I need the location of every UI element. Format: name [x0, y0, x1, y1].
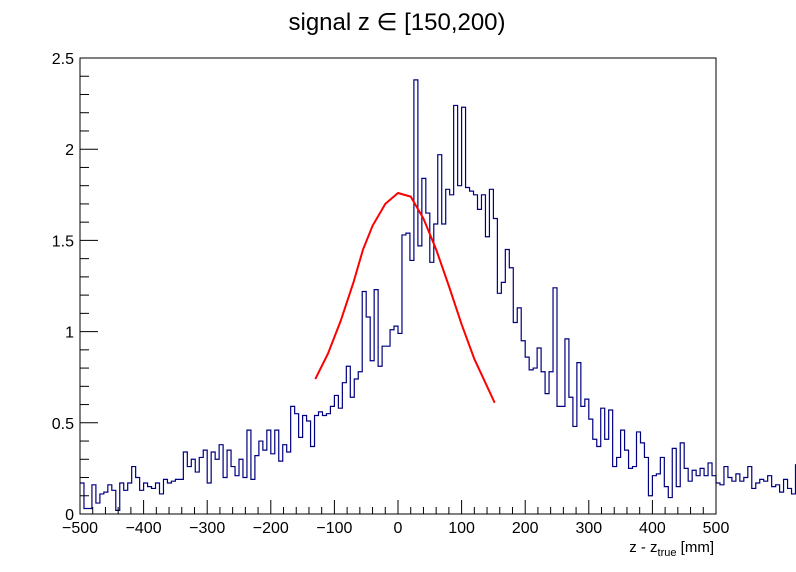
- x-axis-title: z - ztrue [mm]: [629, 539, 714, 559]
- x-tick-label: 500: [703, 520, 730, 537]
- x-tick-label: 300: [575, 520, 602, 537]
- y-tick-label: 0.5: [52, 416, 74, 433]
- x-tick-label: 200: [512, 520, 539, 537]
- plot-area: [80, 79, 796, 511]
- histogram-series: [80, 79, 796, 511]
- x-tick-label: 0: [394, 520, 403, 537]
- x-tick-label: −400: [126, 520, 162, 537]
- x-tick-label: 100: [448, 520, 475, 537]
- y-tick-label: 0: [65, 507, 74, 524]
- x-axis: −500 −400 −300 −200 −100 0 100 200 300 400 500: [62, 500, 729, 537]
- chart-title: signal z ∈ [150,200): [288, 9, 505, 36]
- x-axis-title-base: z - z: [629, 539, 657, 556]
- y-tick-label: 2.5: [52, 51, 74, 68]
- x-tick-label: −300: [189, 520, 225, 537]
- x-tick-label: −100: [316, 520, 352, 537]
- x-axis-title-unit: [mm]: [677, 539, 715, 556]
- y-tick-label: 1.5: [52, 233, 74, 250]
- x-axis-title-subscript: true: [658, 547, 677, 559]
- y-tick-label: 1: [65, 325, 74, 342]
- y-axis: 0 0.5 1 1.5 2 2.5: [52, 51, 98, 524]
- y-tick-label: 2: [65, 142, 74, 159]
- x-tick-label: −500: [62, 520, 98, 537]
- fit-curve: [314, 191, 496, 404]
- x-tick-label: 400: [639, 520, 666, 537]
- x-tick-label: −200: [253, 520, 289, 537]
